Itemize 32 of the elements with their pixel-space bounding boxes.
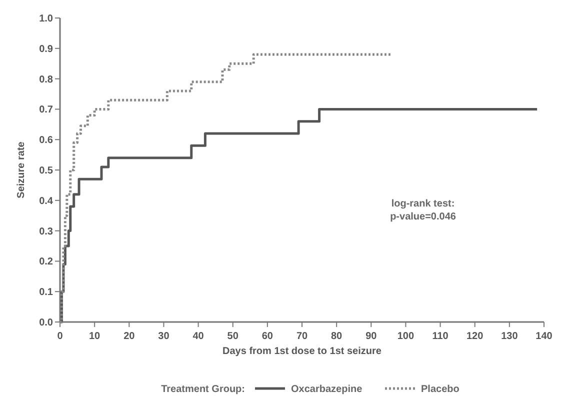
- x-tick-label: 60: [262, 331, 274, 342]
- x-tick-label: 100: [397, 331, 414, 342]
- x-tick-label: 40: [192, 331, 204, 342]
- x-tick-label: 110: [432, 331, 449, 342]
- legend-label: Oxcarbazepine: [291, 384, 363, 395]
- y-tick-label: 0.2: [39, 256, 54, 268]
- legend-title: Treatment Group:: [161, 384, 245, 395]
- y-tick-label: 0.8: [39, 74, 54, 86]
- y-tick-label: 0.7: [39, 104, 54, 116]
- x-tick-label: 20: [124, 331, 136, 342]
- x-axis-title: Days from 1st dose to 1st seizure: [222, 346, 382, 357]
- y-tick-label: 0.1: [39, 287, 54, 298]
- x-tick-label: 80: [331, 331, 343, 342]
- y-tick-label: 0.3: [39, 226, 54, 238]
- y-tick-label: 0.4: [39, 196, 54, 207]
- x-tick-label: 0: [57, 331, 64, 342]
- x-tick-label: 130: [501, 331, 518, 342]
- x-tick-label: 50: [227, 331, 239, 342]
- annotation: log-rank test: p-value=0.046: [390, 198, 456, 222]
- x-tick-label: 30: [158, 331, 170, 342]
- y-tick-label: 0.6: [39, 135, 54, 146]
- y-axis-title: Seizure rate: [16, 141, 27, 198]
- y-tick-label: 1.0: [39, 14, 54, 24]
- x-tick-label: 10: [89, 331, 101, 342]
- x-tick-label: 120: [466, 331, 484, 342]
- x-tick-label: 140: [536, 331, 553, 342]
- legend-label: Placebo: [421, 384, 460, 395]
- y-tick-label: 0.5: [39, 166, 54, 176]
- y-tick-label: 0.9: [39, 44, 54, 55]
- x-tick-label: 70: [296, 331, 308, 342]
- x-tick-label: 90: [366, 331, 378, 342]
- y-tick-label: 0.0: [39, 318, 54, 328]
